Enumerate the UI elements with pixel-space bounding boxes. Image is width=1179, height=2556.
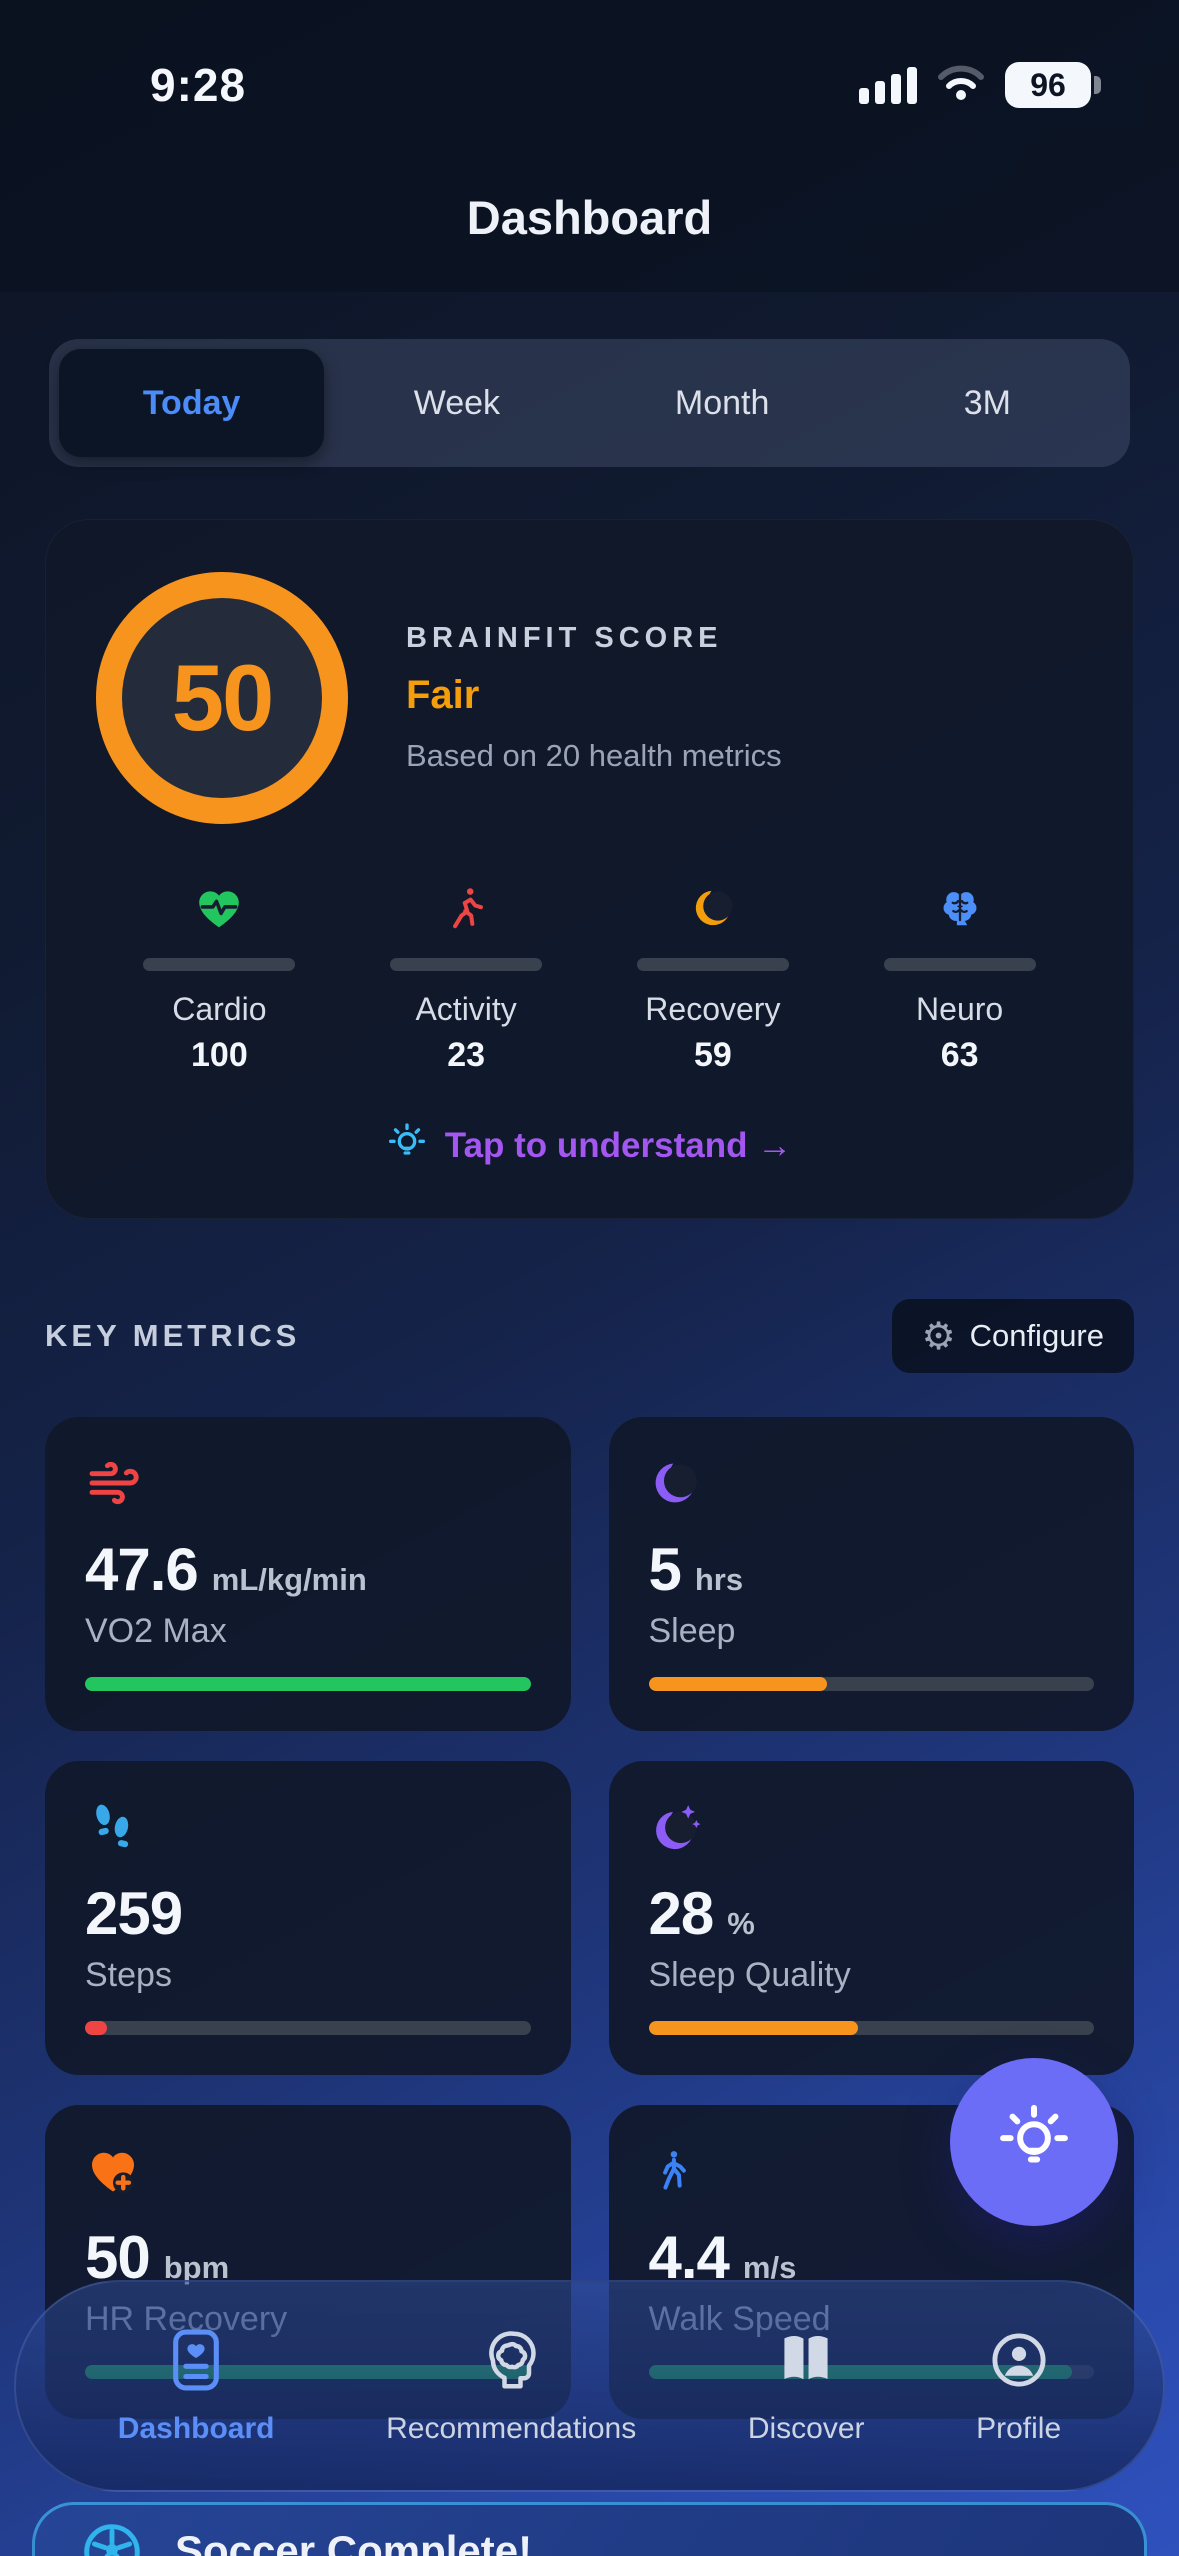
- score-submetrics: Cardio 100 Activity 23: [96, 878, 1083, 1075]
- submetric-activity: Activity 23: [343, 878, 590, 1075]
- tab-month[interactable]: Month: [674, 383, 770, 422]
- tab-today[interactable]: Today: [59, 349, 325, 457]
- key-metrics-header: KEY METRICS ⚙ Configure: [45, 1299, 1134, 1373]
- open-book-icon: [775, 2327, 837, 2398]
- nav-item-discover[interactable]: Discover: [748, 2327, 865, 2446]
- metric-value: 5: [648, 1536, 682, 1603]
- nav-item-profile[interactable]: Profile: [976, 2327, 1061, 2446]
- cta-label: Tap to understand →: [444, 1125, 793, 1165]
- battery-icon: 96: [1005, 62, 1101, 108]
- footprints-icon: [85, 1797, 531, 1857]
- lightbulb-icon: [387, 1121, 427, 1170]
- metric-value: 4.4: [648, 2224, 730, 2291]
- metric-label: Sleep Quality: [648, 1956, 851, 1994]
- nav-label: Profile: [976, 2411, 1062, 2445]
- score-ring: 50: [96, 572, 348, 824]
- metric-label: VO2 Max: [85, 1612, 227, 1650]
- metric-label: Steps: [85, 1956, 172, 1994]
- achievement-toast[interactable]: Soccer Complete!: [32, 2502, 1147, 2556]
- metric-unit: %: [727, 1906, 755, 1941]
- nav-item-dashboard[interactable]: Dashboard: [118, 2327, 275, 2446]
- brain-icon: [935, 878, 985, 938]
- vo2max-bar: [85, 1677, 531, 1691]
- key-metrics-title: KEY METRICS: [45, 1318, 301, 1353]
- metric-value: 28: [648, 1880, 715, 1947]
- person-circle-icon: [988, 2327, 1050, 2398]
- metric-card-steps[interactable]: 259 Steps: [45, 1761, 571, 2075]
- sleep-bar: [648, 1677, 827, 1691]
- metric-value: 47.6: [85, 1536, 199, 1603]
- score-summary: 50 BRAINFIT SCORE Fair Based on 20 healt…: [96, 572, 1083, 824]
- score-value: 50: [171, 645, 275, 750]
- head-brain-icon: [481, 2327, 541, 2398]
- metric-value: 50: [85, 2224, 151, 2291]
- metric-unit: mL/kg/min: [211, 1562, 367, 1597]
- metric-card-sleep[interactable]: 5 hrs Sleep: [608, 1417, 1134, 1731]
- submetric-cardio: Cardio 100: [96, 878, 343, 1075]
- walker-icon: [649, 2141, 1095, 2201]
- metric-value: 259: [85, 1880, 183, 1947]
- submetric-recovery: Recovery 59: [590, 878, 837, 1075]
- sleep-quality-bar: [648, 2021, 858, 2035]
- header-band: [0, 0, 1179, 292]
- wind-icon: [85, 1453, 531, 1513]
- moon-icon: [649, 1453, 1095, 1513]
- battery-percent: 96: [1030, 66, 1066, 103]
- score-title: BRAINFIT SCORE: [406, 622, 723, 654]
- runner-icon: [443, 878, 489, 938]
- tab-week[interactable]: Week: [413, 383, 501, 422]
- status-bar: 9:28 96: [0, 0, 1179, 112]
- page-title: Dashboard: [466, 191, 713, 244]
- nav-label: Recommendations: [386, 2411, 637, 2445]
- metric-unit: hrs: [694, 1562, 744, 1597]
- tab-3m[interactable]: 3M: [963, 383, 1011, 422]
- nav-label: Discover: [747, 2411, 865, 2445]
- moon-stars-icon: [649, 1797, 1095, 1857]
- metric-card-sleep-quality[interactable]: 28% Sleep Quality: [608, 1761, 1134, 2075]
- nav-label: Dashboard: [117, 2411, 275, 2445]
- gear-icon: ⚙: [921, 1314, 956, 1358]
- dashboard-card-icon: [167, 2327, 225, 2398]
- moon-icon: [690, 878, 736, 938]
- metrics-grid: 47.6 mL/kg/min VO2 Max 5 hrs Sleep 259: [45, 1417, 1134, 2419]
- configure-label: Configure: [969, 1318, 1104, 1353]
- time-range-tabs: Today Week Month 3M: [49, 339, 1130, 467]
- cellular-signal-icon: [859, 66, 917, 104]
- heart-plus-icon: [85, 2141, 531, 2201]
- metric-label: Sleep: [648, 1612, 736, 1650]
- status-time: 9:28: [150, 59, 247, 111]
- brainfit-score-card[interactable]: 50 BRAINFIT SCORE Fair Based on 20 healt…: [45, 519, 1134, 1219]
- metric-card-vo2max[interactable]: 47.6 mL/kg/min VO2 Max: [45, 1417, 571, 1731]
- status-icons: 96: [859, 62, 1101, 108]
- tap-to-understand-link[interactable]: Tap to understand →: [96, 1121, 1083, 1170]
- metric-unit: m/s: [742, 2250, 797, 2285]
- heart-pulse-icon: [194, 878, 244, 938]
- lightbulb-icon: [995, 2099, 1073, 2186]
- insights-fab[interactable]: [950, 2058, 1118, 2226]
- score-info: BRAINFIT SCORE Fair Based on 20 health m…: [406, 622, 782, 774]
- wifi-icon: [937, 65, 985, 106]
- configure-button[interactable]: ⚙ Configure: [891, 1299, 1134, 1373]
- toast-title: Soccer Complete!: [175, 2527, 533, 2556]
- score-subtitle: Based on 20 health metrics: [406, 738, 782, 773]
- score-rating: Fair: [406, 673, 480, 717]
- bottom-nav: Dashboard Recommendations Discover: [14, 2280, 1165, 2492]
- steps-bar: [85, 2021, 108, 2035]
- soccer-ball-icon: [79, 2519, 145, 2556]
- metric-unit: bpm: [163, 2250, 230, 2285]
- submetric-neuro: Neuro 63: [836, 878, 1083, 1075]
- nav-item-recommendations[interactable]: Recommendations: [386, 2327, 636, 2446]
